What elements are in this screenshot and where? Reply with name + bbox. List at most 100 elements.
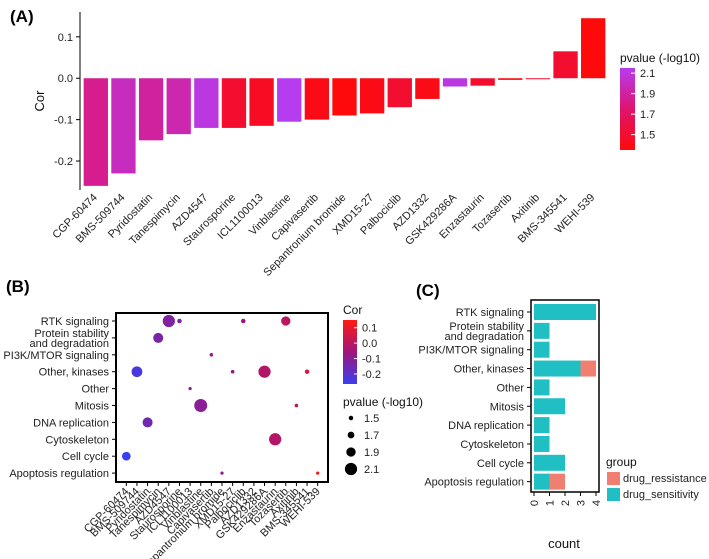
panel-a-bar-azd4547: [194, 78, 219, 128]
panel-b-colorbar-ticks: 0.1 0.0 -0.1 -0.2: [354, 323, 381, 381]
panel-b-colorbar-tick-label: 0.1: [362, 323, 377, 335]
panel-a-x-tick-labels: CGP-60474BMS-509744PyridostatinTanespimy…: [50, 191, 597, 279]
panel-c-bar-mitosis-drug-sensitivity: [534, 398, 565, 415]
panel-c-legend-swatch-drug-sensitivity: [607, 488, 620, 501]
panel-b-size-label: 1.9: [364, 447, 379, 459]
panel-a-y-axis-label: Cor: [32, 90, 47, 112]
panel-a-bar-pyridostatin: [138, 78, 164, 141]
panel-c-y-tick-label: and degradation: [444, 331, 524, 343]
panel-b-point-sepantronium-bromide: [220, 471, 224, 475]
panel-a-bar-palbociclib: [387, 78, 412, 108]
panel-b-size-swatch: [347, 431, 355, 439]
panel-b-point-xmd15-27: [230, 369, 235, 374]
panel-a-bar-sepantronium-bromide: [332, 78, 357, 116]
panel-a-colorbar-tick-label: 1.9: [640, 89, 655, 101]
panel-b-y-tick-label: Protein stability: [34, 328, 109, 340]
panel-c-y-tick-label: DNA replication: [448, 420, 524, 432]
panel-c-bar-apoptosis-regulation-drug-sensitivity: [534, 473, 550, 490]
panel-c-legend-swatch-drug-ressistance: [607, 472, 620, 485]
panel-c-bar-protein-stability-and-degradation-drug-sensitivity: [534, 322, 550, 339]
panel-c-legend-label: drug_ressistance: [623, 473, 707, 485]
panel-b-colorbar-tick-label: -0.2: [362, 369, 381, 381]
panel-a-bar-capivasertib: [304, 78, 330, 120]
panel-b-point-wehi-539: [316, 471, 320, 475]
panel-a-colorbar-tick-label: 2.1: [640, 68, 655, 80]
panel-a-label: (A): [10, 7, 34, 26]
panel-a-bar-xmd15-27: [359, 78, 385, 114]
panel-a-bar-axitinib: [525, 78, 551, 80]
panel-c-y-tick-label: Cell cycle: [477, 458, 524, 470]
panel-b-point-cgp-60474: [121, 451, 131, 461]
panel-c-y-tick-label: Other: [496, 382, 524, 394]
panel-c-bar-pi3k-mtor-signaling-drug-sensitivity: [534, 341, 550, 358]
panel-c-x-tick-label: 3: [576, 500, 588, 506]
panel-b-size-legend: pvalue (-log10) 1.5 1.7 1.9 2.1: [343, 395, 423, 476]
panel-a-y-ticks: 0.1 0.0 -0.1 -0.2: [54, 32, 80, 168]
panel-c-x-tick-label: 1: [545, 500, 557, 506]
panel-a-colorbar: [620, 68, 635, 150]
panel-c-bar-rtk-signaling-drug-sensitivity: [534, 304, 596, 320]
panel-b-size-swatch: [346, 447, 356, 457]
panel-b-size-swatch: [344, 462, 358, 476]
panel-c-bar-cytoskeleton-drug-sensitivity: [534, 435, 550, 452]
panel-c-y-tick-label: PI3K/MTOR signaling: [418, 345, 524, 357]
panel-c-x-tick-label: 2: [560, 500, 572, 506]
panel-c-x-tick-label: 4: [591, 500, 603, 506]
panel-c-bar-other-kinases-drug-ressistance: [580, 360, 596, 377]
panel-b-point-staurosporine: [177, 318, 182, 324]
panel-b-label: (B): [6, 277, 30, 296]
panel-c-legend: group drug_ressistance drug_sensitivity: [606, 455, 707, 501]
panel-a-colorbar-tick-label: 1.7: [640, 109, 655, 121]
panel-b-point-vinblastine: [194, 399, 208, 412]
panel-b-point-pyridostatin: [142, 417, 153, 428]
panel-b-y-tick-label: Mitosis: [75, 401, 110, 413]
panel-b-color-legend: Cor 0.1 0.0 -0.1 -0.2: [343, 303, 381, 384]
panel-b-point-bms-509744: [131, 366, 143, 378]
panel-a-colorbar-ticks: 2.1 1.9 1.7 1.5: [631, 68, 655, 142]
panel-c-bar-other-kinases-drug-sensitivity: [534, 360, 581, 377]
panel-c-x-tick-label: 0: [529, 500, 541, 506]
panel-c-bars: [534, 304, 596, 490]
panel-c-bar-apoptosis-regulation-drug-ressistance: [549, 473, 565, 490]
panel-a-bar-bms-509744: [111, 78, 136, 174]
panel-a-y-tick-label: 0.1: [58, 32, 73, 44]
panel-a-y-tick-label: -0.2: [54, 156, 73, 168]
panel-b-point-capivasertib: [209, 352, 214, 357]
panel-b-y-tick-label: Cytoskeleton: [45, 434, 109, 446]
panel-a-bars: [83, 18, 606, 186]
panel-c-legend-title: group: [606, 455, 637, 469]
panel-b-point-gsk429286a: [258, 365, 271, 378]
panel-c-y-tick-label: Protein stability: [449, 321, 524, 333]
panel-b-point-tanespimycin: [153, 332, 164, 343]
panel-c-bar-dna-replication-drug-sensitivity: [534, 417, 550, 434]
panel-a-y-tick-label: 0.0: [58, 73, 73, 85]
panel-c-bar-cell-cycle-drug-sensitivity: [534, 454, 565, 471]
panel-b-y-tick-label: DNA replication: [33, 417, 109, 429]
panel-c-y-tick-label: Apoptosis regulation: [424, 477, 524, 489]
panel-a: (A) Cor 0.1 0.0 -0.1 -0.2 CGP-60474BMS-5097…: [10, 7, 700, 279]
panel-a-bar-bms-345541: [553, 51, 578, 79]
panel-c-y-tick-label: Cytoskeleton: [460, 439, 524, 451]
panel-a-bar-vinblastine: [277, 78, 302, 122]
panel-b-y-tick-label: and degradation: [29, 338, 109, 350]
panel-c-legend-label: drug_sensitivity: [623, 489, 699, 501]
panel-c-x-axis-label: count: [548, 536, 580, 551]
panel-b-size-swatch: [348, 415, 354, 421]
panel-a-colorbar-tick-label: 1.5: [640, 130, 655, 142]
panel-b-size-label: 2.1: [364, 464, 379, 476]
panel-a-bar-azd1332: [415, 78, 440, 99]
panel-b-y-tick-label: Other, kinases: [39, 367, 110, 379]
panel-b-colorbar-tick-label: -0.1: [362, 354, 381, 366]
panel-a-bar-wehi-539: [581, 18, 606, 79]
panel-b-point-icl1100013: [188, 386, 192, 391]
panel-a-legend: pvalue (-log10) 2.1 1.9 1.7 1.5: [620, 51, 700, 150]
panel-c-y-tick-label: Mitosis: [490, 401, 525, 413]
panel-b-y-tick-label: Cell cycle: [62, 451, 109, 463]
panel-c-legend-items: drug_ressistance drug_sensitivity: [607, 472, 707, 501]
panel-b-colorbar: [343, 320, 357, 384]
